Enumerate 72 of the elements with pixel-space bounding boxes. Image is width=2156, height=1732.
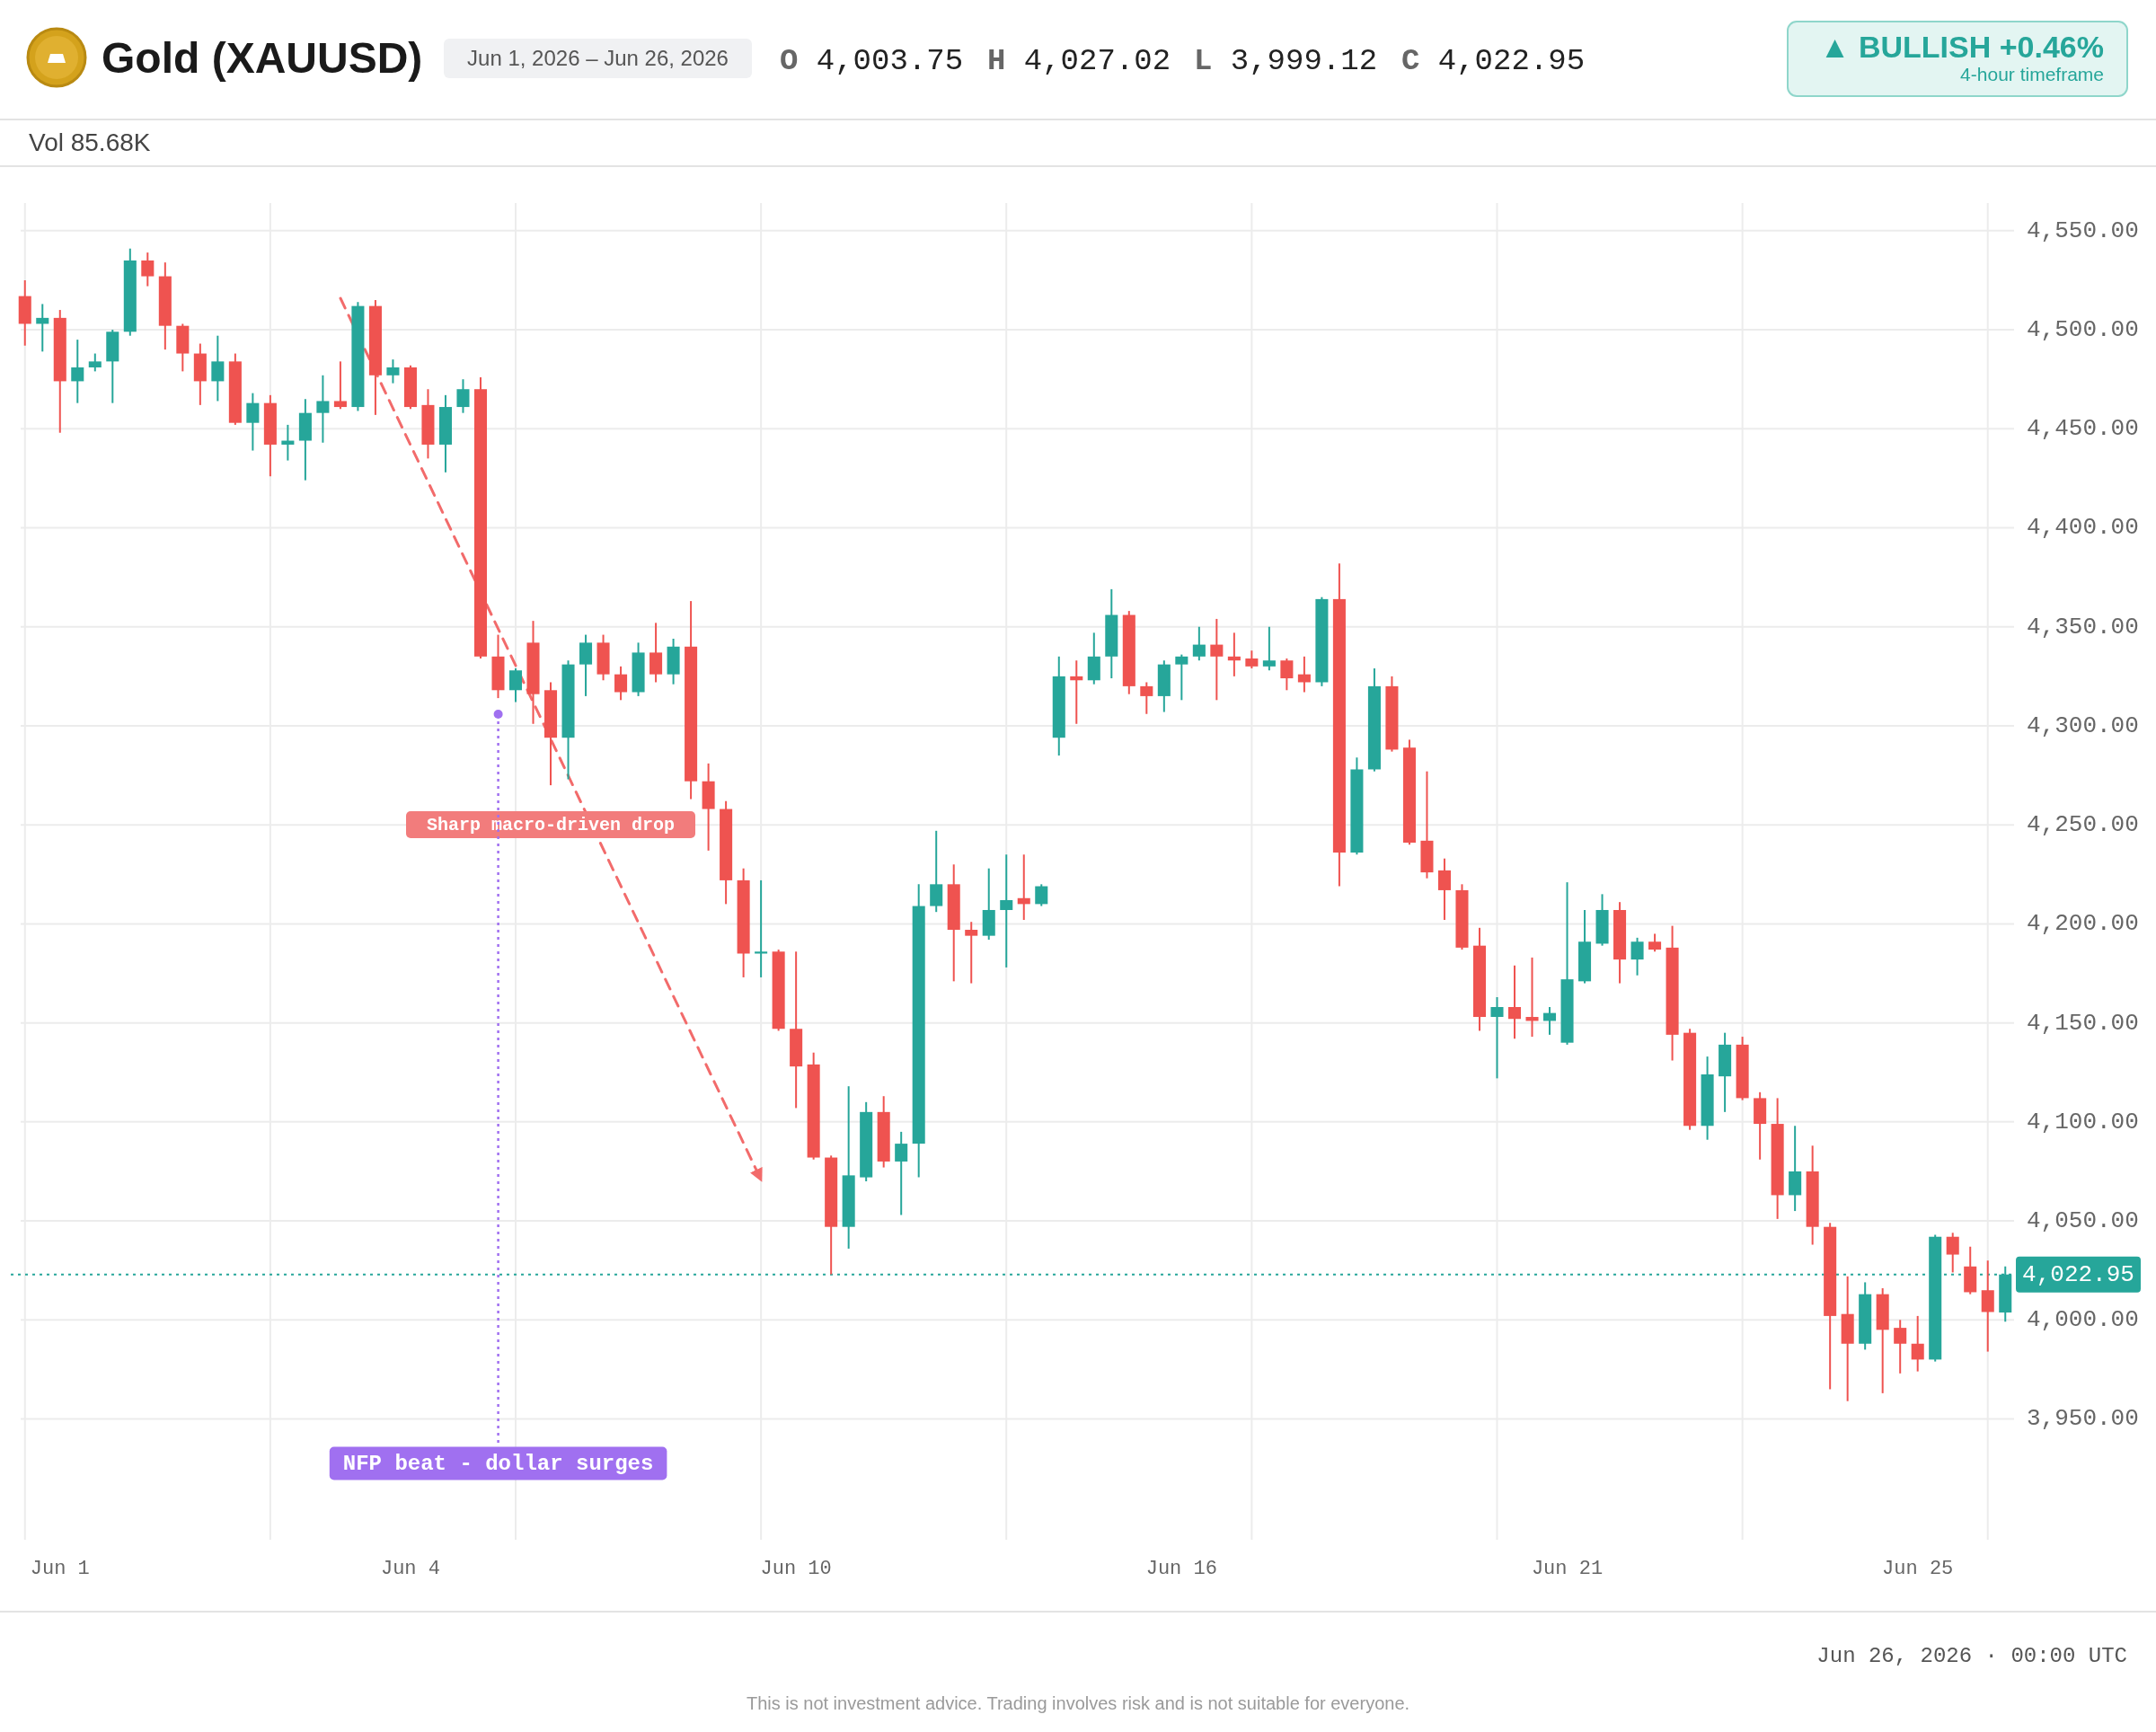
candlestick <box>1245 650 1259 670</box>
y-tick-label: 4,400.00 <box>2027 514 2139 542</box>
y-tick-label: 4,300.00 <box>2027 711 2139 739</box>
candlestick <box>211 334 225 402</box>
text: Jun 26, 2026 · 00:00 UTC <box>1816 1644 2127 1668</box>
candlestick <box>965 921 978 985</box>
candlestick <box>1630 936 1644 976</box>
candlestick <box>1648 932 1662 953</box>
text: This is not investment advice. Trading involves risk and is not suitable for everyone. <box>746 1693 1410 1713</box>
y-tick-label: 4,500.00 <box>2027 315 2139 343</box>
candlestick <box>1946 1232 1959 1274</box>
y-tick-label: 4,350.00 <box>2027 613 2139 641</box>
candlestick <box>333 360 347 411</box>
annotation: NFP beat - dollar surges <box>342 1451 654 1476</box>
y-tick-label: 4,550.00 <box>2027 216 2139 244</box>
candlestick <box>1507 964 1522 1040</box>
candlestick <box>316 374 330 444</box>
chart-title: Gold (XAUUSD) <box>102 34 423 82</box>
x-tick-label: Jun 25 <box>1882 1558 1954 1580</box>
candlestick <box>1000 853 1013 968</box>
y-tick-label: 4,250.00 <box>2027 811 2139 839</box>
candlestick <box>1437 857 1451 922</box>
candlestick <box>1140 681 1153 715</box>
candlestick <box>88 352 102 373</box>
x-tick-label: Jun 1 <box>30 1558 90 1580</box>
candlestick <box>1280 658 1294 692</box>
x-tick-label: Jun 16 <box>1145 1558 1217 1580</box>
candlestick <box>1070 659 1083 725</box>
candlestick <box>1227 632 1241 677</box>
candlestick <box>1490 995 1504 1080</box>
candlestick <box>1297 655 1311 694</box>
text: Vol 85.68K <box>29 128 151 156</box>
candlestick <box>1911 1314 1924 1373</box>
text: H 4,027.02 <box>987 44 1171 78</box>
candlestick <box>1210 617 1224 702</box>
text: ▲ BULLISH +0.46% <box>1819 30 2104 64</box>
x-tick-label: Jun 21 <box>1531 1558 1604 1580</box>
candlestick <box>1894 1319 1907 1374</box>
candlestick <box>755 879 768 978</box>
candlestick <box>141 252 155 287</box>
y-tick-label: 3,950.00 <box>2027 1405 2139 1433</box>
text: C 4,022.95 <box>1401 44 1586 78</box>
candlestick <box>246 392 260 452</box>
y-tick-label: 4,150.00 <box>2027 1009 2139 1037</box>
candlestick <box>456 378 470 414</box>
annotation: Sharp macro-driven drop <box>426 814 676 835</box>
y-tick-label: 4,000.00 <box>2027 1306 2139 1334</box>
y-tick-label: 4,050.00 <box>2027 1206 2139 1234</box>
candlestick <box>386 358 400 384</box>
y-tick-label: 4,100.00 <box>2027 1108 2139 1136</box>
y-tick-label: 4,450.00 <box>2027 415 2139 443</box>
y-tick-label: 4,200.00 <box>2027 910 2139 938</box>
candlestick <box>614 665 628 702</box>
candlestick <box>1192 625 1206 662</box>
ref-line-label: 4,022.95 <box>2022 1260 2134 1288</box>
x-tick-label: Jun 10 <box>760 1558 832 1580</box>
candlestick <box>1017 853 1030 922</box>
chart-subtitle: Jun 1, 2026 – Jun 26, 2026 <box>467 46 729 70</box>
candlestick <box>508 667 523 703</box>
candlestick <box>1542 1006 1557 1036</box>
candlestick <box>36 303 49 353</box>
candlestick <box>281 423 295 462</box>
candlestick <box>1175 653 1188 702</box>
text: L 3,999.12 <box>1194 44 1378 78</box>
candlestick <box>1262 625 1276 672</box>
candlestick <box>1035 883 1048 907</box>
candlestick <box>1525 956 1539 1038</box>
text: O 4,003.75 <box>780 44 964 78</box>
candlestick <box>895 1130 908 1216</box>
x-tick-label: Jun 4 <box>380 1558 440 1580</box>
text: 4-hour timeframe <box>1960 64 2104 84</box>
candlestick <box>71 339 84 404</box>
